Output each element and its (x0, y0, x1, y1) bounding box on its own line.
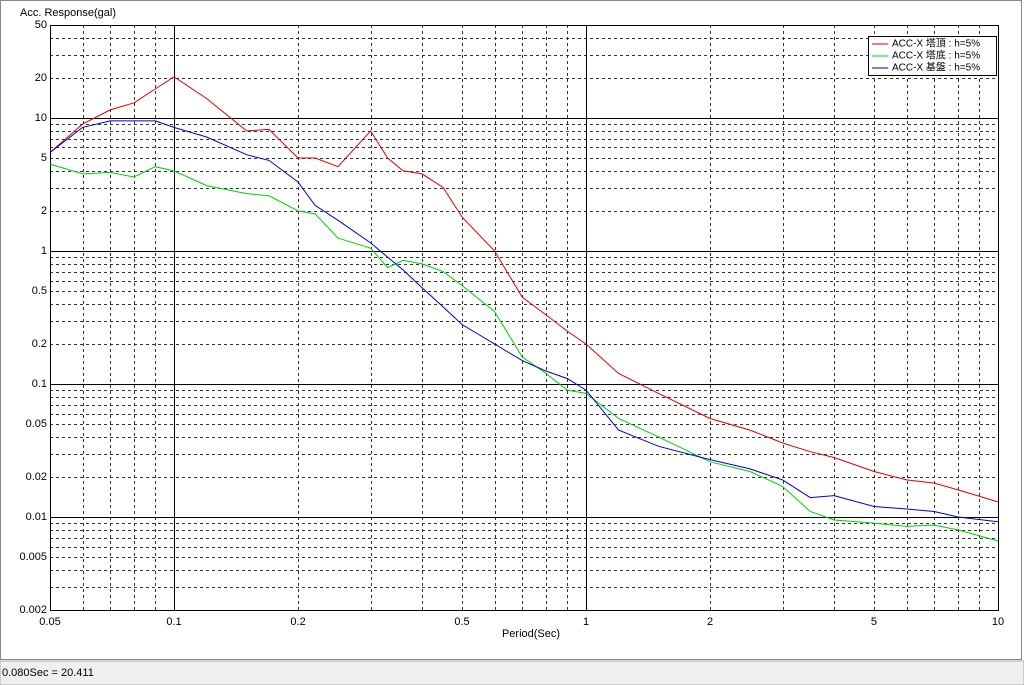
x-tick-label: 0.05 (39, 616, 60, 628)
series-line (49, 76, 999, 503)
x-tick-label: 0.1 (166, 616, 181, 628)
y-tick-label: 0.1 (32, 378, 47, 390)
legend-label: ACC-X 基盤 : h=5% (892, 61, 980, 74)
y-axis-title: Acc. Response(gal) (20, 7, 116, 19)
legend-box (868, 36, 997, 76)
series-line (49, 120, 999, 523)
x-tick-label: 1 (583, 616, 589, 628)
chart-frame (0, 0, 1022, 660)
series-line (49, 163, 999, 542)
y-tick-label: 0.2 (32, 338, 47, 350)
status-text: 0.080Sec = 20.411 (2, 667, 94, 679)
status-bar (0, 660, 1024, 685)
y-tick-label: 10 (35, 112, 47, 124)
y-tick-label: 0.05 (26, 418, 47, 430)
y-tick-label: 20 (35, 72, 47, 84)
y-tick-label: 1 (41, 245, 47, 257)
x-tick-label: 0.5 (454, 616, 469, 628)
x-tick-label: 10 (992, 616, 1004, 628)
legend-label: ACC-X 塔底 : h=5% (892, 49, 980, 62)
x-axis-title: Period(Sec) (502, 628, 560, 640)
x-tick-label: 2 (707, 616, 713, 628)
y-tick-label: 0.02 (26, 471, 47, 483)
x-tick-label: 0.2 (290, 616, 305, 628)
legend-label: ACC-X 塔頂 : h=5% (892, 37, 980, 50)
y-tick-label: 0.01 (26, 511, 47, 523)
y-tick-label: 5 (41, 152, 47, 164)
y-tick-label: 0.5 (32, 285, 47, 297)
y-tick-label: 50 (35, 19, 47, 31)
y-tick-label: 2 (41, 205, 47, 217)
plot-frame (50, 25, 999, 611)
x-tick-label: 5 (871, 616, 877, 628)
y-tick-label: 0.005 (19, 551, 47, 563)
y-tick-label: 0.002 (19, 604, 47, 616)
